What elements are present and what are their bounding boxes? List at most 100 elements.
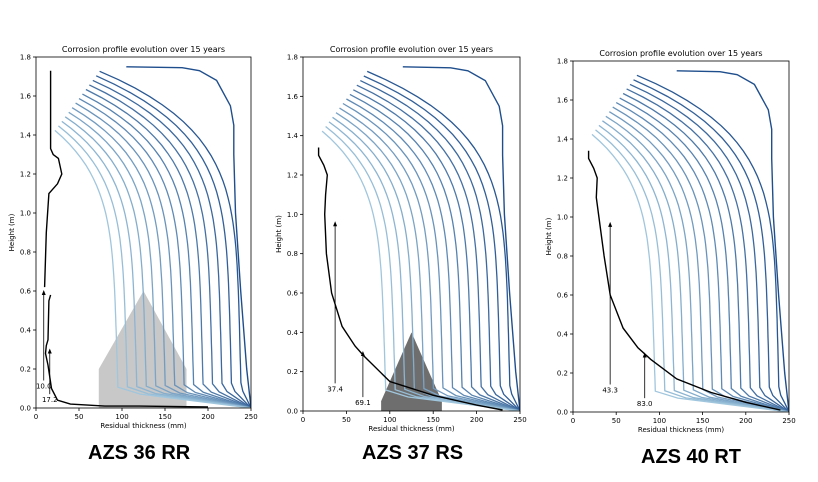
profile-line-6 (349, 93, 520, 411)
x-tick-label: 100 (383, 416, 396, 424)
x-axis-label: Residual thickness (mm) (100, 422, 186, 430)
profile-line-10 (335, 112, 520, 411)
y-tick-label: 1.0 (557, 214, 568, 222)
profile-line-11 (602, 120, 789, 412)
profile-line-5 (622, 92, 789, 412)
profile-line-5 (353, 89, 520, 411)
chart-title: Corrosion profile evolution over 15 year… (599, 49, 762, 58)
profile-line-8 (75, 102, 251, 408)
x-tick-label: 250 (244, 413, 257, 421)
y-tick-label: 1.8 (20, 54, 31, 62)
profile-line-11 (64, 116, 251, 408)
profile-line-14 (321, 130, 520, 411)
y-tick-label: 1.8 (557, 58, 568, 66)
profile-line-10 (605, 115, 789, 412)
profile-line-13 (57, 125, 251, 408)
profile-line-11 (332, 116, 520, 411)
profile-line-12 (598, 124, 789, 412)
y-tick-label: 1.4 (20, 132, 32, 140)
profile-line-outer (676, 70, 789, 412)
chart-panel-2: 0 50 100 150 200 250 0.0 0.2 0.4 0.6 0.8 1.0 1.2 1.4 1… (275, 45, 527, 433)
x-tick-label: 150 (696, 417, 709, 425)
annotation-arrowhead-1 (333, 221, 338, 227)
annotation-label-1: 37.4 (327, 385, 343, 393)
y-tick-label: 1.2 (20, 171, 31, 179)
profile-line-3 (629, 83, 789, 412)
y-tick-label: 0.8 (287, 250, 298, 258)
chart-panel-3: 0 50 100 150 200 250 0.0 0.2 0.4 0.6 0.8 1.0 1.2 1.4 1… (545, 49, 796, 434)
annotation-arrowhead-1 (41, 290, 46, 295)
profile-line-4 (89, 84, 251, 408)
axes-frame (572, 60, 790, 413)
x-tick-label: 200 (470, 416, 483, 424)
profile-family (321, 70, 520, 411)
profile-line-9 (608, 111, 789, 412)
profile-line-4 (356, 84, 520, 411)
profile-line-3 (92, 79, 251, 408)
x-axis-label: Residual thickness (mm) (638, 426, 724, 434)
caption-azs-40-rt: AZS 40 RT (641, 446, 742, 468)
annotation-label-1: 43.3 (602, 387, 618, 395)
profile-line-14 (54, 129, 251, 408)
annotation-label-1: 10.0 (36, 383, 52, 391)
y-tick-label: 1.6 (557, 97, 569, 105)
y-tick-label: 0.6 (20, 288, 32, 296)
annotation-arrowhead-2 (360, 351, 365, 356)
x-axis-label: Residual thickness (mm) (368, 425, 454, 433)
y-axis-label: Height (m) (275, 215, 283, 253)
y-tick-label: 0.6 (557, 292, 569, 300)
profile-line-2 (363, 75, 520, 411)
y-tick-label: 0.8 (20, 249, 31, 257)
x-tick-label: 0 (301, 416, 305, 424)
annotation-label-2: 17.2 (42, 396, 58, 404)
x-tick-label: 100 (653, 417, 666, 425)
y-tick-label: 1.6 (287, 93, 299, 101)
axes-frame (35, 56, 252, 409)
y-tick-label: 0.2 (20, 366, 31, 374)
x-tick-label: 0 (34, 413, 38, 421)
x-tick-label: 0 (571, 417, 575, 425)
x-tick-label: 150 (427, 416, 440, 424)
profile-family (54, 70, 251, 408)
caption-azs-37-rs: AZS 37 RS (362, 442, 464, 464)
profile-line-2 (633, 79, 789, 412)
axes-frame (302, 56, 521, 412)
chart-title: Corrosion profile evolution over 15 year… (62, 45, 225, 54)
x-tick-label: 50 (342, 416, 351, 424)
profile-line-9 (71, 107, 251, 408)
y-tick-label: 0.4 (557, 331, 569, 339)
profile-line-1 (636, 74, 789, 412)
y-tick-label: 0.4 (20, 327, 32, 335)
x-tick-label: 50 (612, 417, 621, 425)
profile-line-4 (626, 88, 789, 412)
chart-title: Corrosion profile evolution over 15 year… (330, 45, 493, 54)
y-tick-label: 0.2 (287, 368, 298, 376)
annotation-arrowhead-1 (608, 221, 613, 227)
y-tick-label: 0.8 (557, 253, 568, 261)
annotation-arrowhead-2 (47, 348, 52, 354)
y-axis-label: Height (m) (8, 213, 16, 251)
y-tick-label: 1.4 (287, 132, 299, 140)
y-tick-label: 1.8 (287, 54, 298, 62)
y-tick-label: 0.0 (20, 405, 31, 413)
y-tick-label: 0.0 (287, 408, 298, 416)
profile-line-7 (78, 98, 251, 408)
profile-line-13 (325, 125, 520, 411)
profile-line-6 (82, 93, 251, 408)
y-tick-label: 0.2 (557, 370, 568, 378)
annotation-label-2: 69.1 (355, 399, 371, 407)
profile-line-7 (615, 102, 789, 412)
chart-panel-1: 0 50 100 150 200 250 0.0 0.2 0.4 0.6 0.8 1.0 1.2 1.4 1… (8, 45, 258, 430)
x-tick-label: 200 (739, 417, 752, 425)
y-axis-label: Height (m) (545, 217, 553, 255)
profile-line-final-1 (44, 294, 209, 408)
y-tick-label: 1.2 (287, 172, 298, 180)
profile-line-3 (360, 80, 520, 411)
profile-line-9 (339, 107, 520, 411)
profile-line-8 (342, 102, 520, 411)
wear-region (381, 332, 442, 411)
x-tick-label: 50 (75, 413, 84, 421)
caption-azs-36-rr: AZS 36 RR (88, 442, 191, 464)
profile-line-14 (591, 133, 789, 412)
